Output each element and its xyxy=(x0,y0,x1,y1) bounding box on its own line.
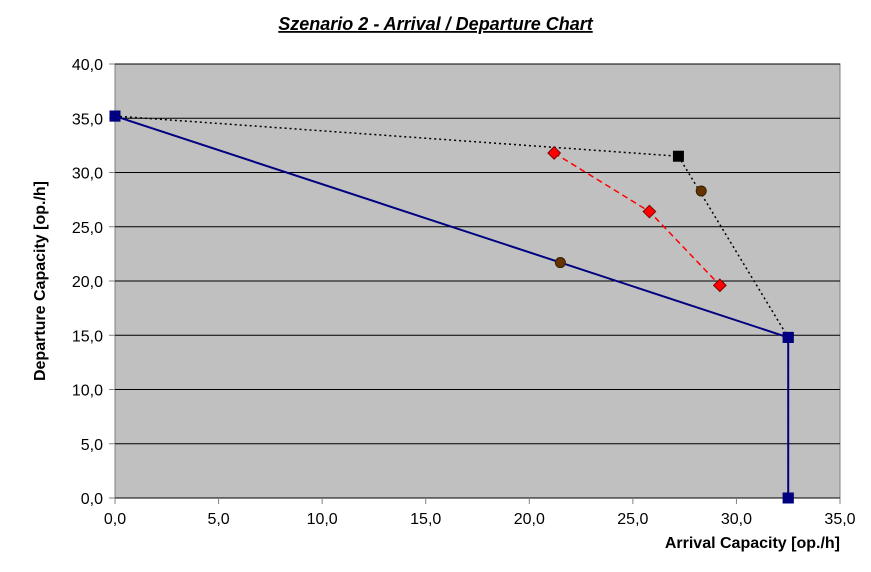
data-point xyxy=(110,111,120,121)
y-tick-label: 35,0 xyxy=(72,111,103,128)
x-tick-label: 0,0 xyxy=(104,511,126,528)
data-point xyxy=(783,332,793,342)
data-point xyxy=(696,186,706,196)
chart-title: Szenario 2 - Arrival / Departure Chart xyxy=(278,14,593,34)
y-tick-label: 20,0 xyxy=(72,274,103,291)
y-tick-label: 0,0 xyxy=(81,491,103,508)
y-tick-label: 5,0 xyxy=(81,437,103,454)
data-point xyxy=(783,493,793,503)
data-point xyxy=(673,151,683,161)
x-tick-label: 30,0 xyxy=(721,511,752,528)
capacity-chart: Szenario 2 - Arrival / Departure Chart 0,… xyxy=(0,0,871,572)
x-tick-label: 25,0 xyxy=(617,511,648,528)
y-tick-label: 25,0 xyxy=(72,220,103,237)
y-tick-label: 10,0 xyxy=(72,383,103,400)
y-tick-label: 40,0 xyxy=(72,57,103,74)
data-point xyxy=(555,258,565,268)
x-tick-label: 10,0 xyxy=(307,511,338,528)
x-tick-label: 5,0 xyxy=(207,511,229,528)
x-tick-label: 35,0 xyxy=(824,511,855,528)
y-tick-label: 15,0 xyxy=(72,328,103,345)
x-tick-label: 15,0 xyxy=(410,511,441,528)
x-axis-label: Arrival Capacity [op./h] xyxy=(665,535,840,552)
y-axis-label: Departure Capacity [op./h] xyxy=(32,181,49,381)
y-tick-label: 30,0 xyxy=(72,166,103,183)
chart-container: { "chart": { "type": "scatter-line", "wi… xyxy=(0,0,871,572)
x-tick-label: 20,0 xyxy=(514,511,545,528)
